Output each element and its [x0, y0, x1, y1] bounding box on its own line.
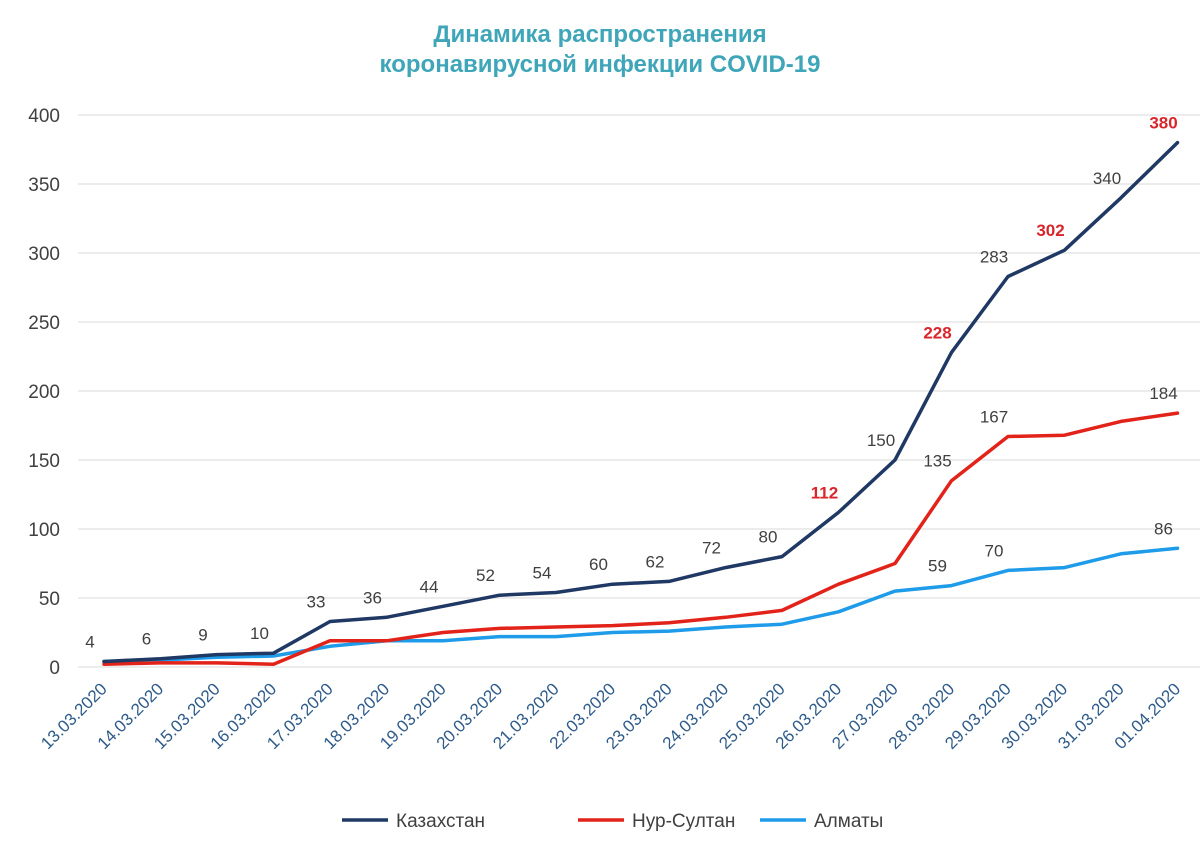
legend-label-2: Алматы	[814, 811, 883, 832]
y-tick-label: 0	[49, 658, 60, 679]
data-label: 62	[646, 552, 665, 571]
data-label: 33	[307, 592, 326, 611]
data-label: 52	[476, 566, 495, 585]
chart-title-line-1: Динамика распространения	[433, 21, 766, 48]
y-tick-label: 400	[28, 106, 60, 127]
gridlines	[78, 114, 1200, 668]
data-label: 54	[533, 563, 552, 582]
legend-label-1: Нур-Султан	[632, 811, 735, 832]
data-label: 340	[1093, 169, 1121, 188]
data-label: 302	[1036, 221, 1064, 240]
series-lines	[102, 140, 1180, 666]
data-label: 6	[142, 630, 151, 649]
data-label: 70	[985, 541, 1004, 560]
y-tick-label: 50	[39, 589, 60, 610]
y-tick-label: 350	[28, 175, 60, 196]
data-label: 150	[867, 431, 895, 450]
data-label: 4	[85, 632, 94, 651]
data-label: 112	[811, 483, 838, 502]
data-label: 9	[198, 626, 207, 645]
data-label: 36	[363, 588, 382, 607]
data-label: 380	[1149, 114, 1177, 133]
data-labels: 4 6 9 10 33 36 44 52 54 60 62 72 80 112 150 228 283 302 34…	[85, 114, 1177, 652]
y-tick-label: 100	[28, 520, 60, 541]
legend-label-0: Казахстан	[396, 811, 485, 832]
y-tick-label: 300	[28, 244, 60, 265]
data-label: 135	[923, 452, 951, 471]
data-label: 60	[589, 555, 608, 574]
data-label: 228	[923, 323, 951, 342]
y-axis-ticks: 0 50 100 150 200 250 300 350 400	[28, 106, 60, 679]
data-label: 167	[980, 408, 1008, 427]
y-tick-label: 200	[28, 382, 60, 403]
y-tick-label: 150	[28, 451, 60, 472]
data-label: 44	[420, 577, 439, 596]
series-line-0	[102, 140, 1180, 664]
data-label: 80	[759, 528, 778, 547]
data-label: 283	[980, 247, 1008, 266]
data-label: 72	[702, 539, 721, 558]
legend: Казахстан Нур-Султан Алматы	[342, 811, 883, 832]
series-line-1	[102, 411, 1180, 666]
data-label: 59	[928, 557, 947, 576]
data-label: 86	[1154, 519, 1173, 538]
x-axis-ticks: 13.03.202014.03.202015.03.202016.03.2020…	[37, 679, 1184, 753]
data-label: 10	[250, 624, 269, 643]
data-label: 184	[1149, 384, 1177, 403]
y-tick-label: 250	[28, 313, 60, 334]
chart-title-line-2: коронавирусной инфекции COVID-19	[380, 51, 821, 78]
series-line-2	[102, 546, 1180, 664]
